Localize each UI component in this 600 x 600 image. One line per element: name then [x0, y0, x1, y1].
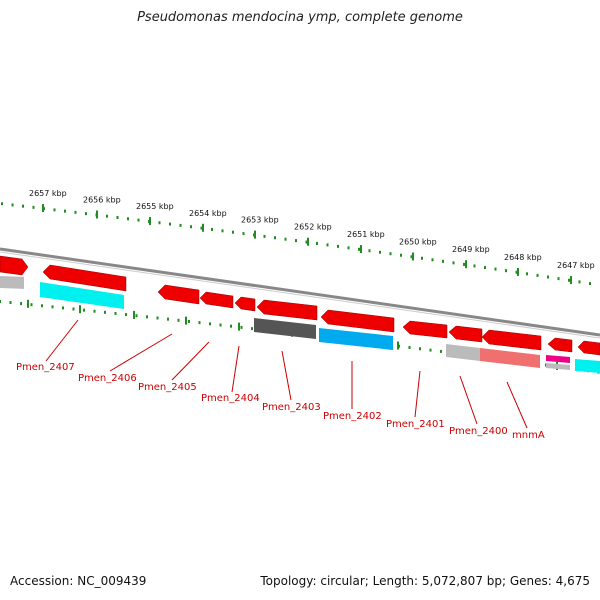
gene-label[interactable]: Pmen_2405 — [138, 382, 197, 393]
gene-feature[interactable] — [256, 299, 318, 321]
cds-feature[interactable] — [40, 282, 124, 309]
upper-tick-row — [1, 202, 591, 286]
gene-label[interactable]: Pmen_2400 — [449, 426, 508, 437]
gene-label[interactable]: mnmA — [512, 430, 545, 441]
leader-line — [109, 333, 173, 372]
leader-line — [414, 370, 421, 418]
leader-line — [281, 350, 292, 401]
gene-label[interactable]: Pmen_2403 — [262, 402, 321, 413]
scale-label: 2652 kbp — [294, 223, 332, 232]
scale-label: 2657 kbp — [29, 189, 67, 198]
scale-label: 2647 kbp — [557, 261, 595, 270]
scale-label: 2651 kbp — [347, 230, 385, 239]
leader-line — [45, 319, 79, 362]
leader-line — [459, 375, 478, 425]
gray-feature[interactable] — [254, 318, 316, 339]
scale-label: 2653 kbp — [241, 216, 279, 225]
topology-summary: Topology: circular; Length: 5,072,807 bp… — [260, 574, 590, 588]
gene-feature[interactable] — [157, 284, 200, 305]
leader-line — [506, 381, 528, 429]
gene-feature[interactable] — [448, 325, 483, 343]
leader-line — [231, 345, 240, 393]
scale-labels: 2657 kbp 2656 kbp 2655 kbp 2654 kbp 2653 kbp… — [29, 189, 595, 285]
magenta-feature[interactable] — [546, 355, 570, 363]
gene-feature[interactable] — [481, 329, 542, 351]
gene-label[interactable]: Pmen_2406 — [78, 373, 137, 384]
scale-label: 2648 kbp — [504, 253, 542, 262]
cds-feature[interactable] — [575, 359, 600, 373]
rna-feature[interactable] — [0, 276, 24, 289]
genome-backbone-shadow — [0, 251, 600, 339]
leader-line — [171, 341, 210, 381]
map-title: Pseudomonas mendocina ymp, complete geno… — [137, 10, 463, 25]
scale-label: 2654 kbp — [189, 209, 227, 218]
scale-label: 2655 kbp — [136, 202, 174, 211]
gene-feature[interactable] — [577, 340, 600, 356]
gray-feature[interactable] — [546, 363, 570, 370]
gene-track — [0, 255, 600, 373]
gene-feature[interactable] — [402, 320, 448, 339]
scale-label: 2649 kbp — [452, 245, 490, 254]
scale-label: 2656 kbp — [83, 195, 121, 204]
scale-label: 2650 kbp — [399, 237, 437, 246]
accession-label: Accession: NC_009439 — [10, 574, 147, 588]
gray-feature[interactable] — [446, 344, 480, 361]
gene-feature[interactable] — [234, 296, 256, 312]
gene-label[interactable]: Pmen_2407 — [16, 362, 75, 373]
gene-feature[interactable] — [199, 291, 234, 309]
cds-feature[interactable] — [319, 328, 393, 350]
gene-label[interactable]: Pmen_2404 — [201, 393, 260, 404]
gene-feature[interactable] — [42, 264, 127, 292]
gene-label[interactable]: Pmen_2402 — [323, 411, 382, 422]
gene-feature[interactable] — [320, 309, 395, 333]
gene-label[interactable]: Pmen_2401 — [386, 419, 445, 430]
gene-feature[interactable] — [547, 337, 573, 353]
genome-backbone — [0, 247, 600, 337]
gene-feature[interactable] — [0, 255, 29, 276]
gene-label-group: Pmen_2407 Pmen_2406 Pmen_2405 Pmen_2404 … — [16, 319, 545, 441]
gray-feature[interactable] — [480, 348, 540, 368]
